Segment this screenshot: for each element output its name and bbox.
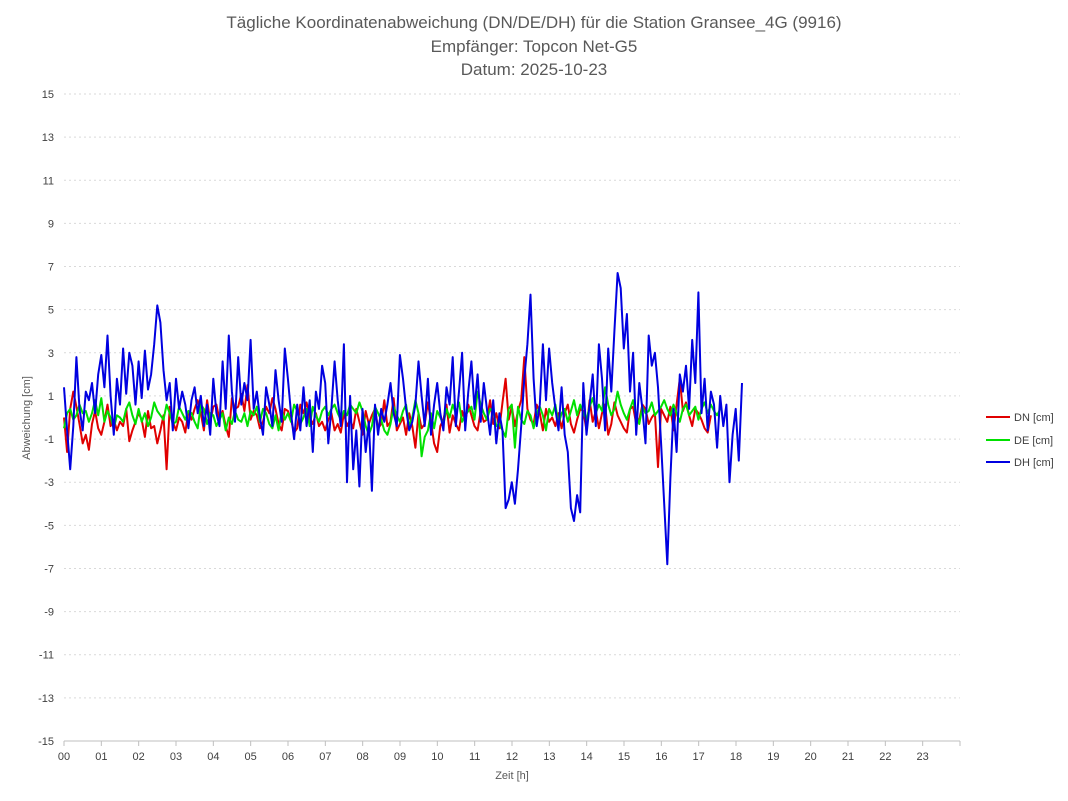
chart-title-line-2: Empfänger: Topcon Net-G5 [431, 37, 638, 56]
y-tick-label: 1 [48, 391, 54, 403]
x-tick-label: 19 [767, 751, 779, 763]
y-tick-label: 13 [42, 132, 54, 144]
x-tick-label: 11 [469, 751, 480, 763]
x-tick-label: 17 [693, 751, 705, 763]
x-tick-label: 21 [842, 751, 854, 763]
y-tick-label: 9 [48, 218, 54, 230]
x-tick-label: 06 [282, 751, 294, 763]
x-tick-label: 23 [917, 751, 929, 763]
y-axis-label: Abweichung [cm] [21, 376, 33, 460]
y-tick-label: -13 [38, 693, 54, 705]
x-tick-label: 16 [655, 751, 667, 763]
x-tick-label: 09 [394, 751, 406, 763]
x-tick-label: 18 [730, 751, 742, 763]
x-tick-label: 14 [581, 751, 593, 763]
x-tick-label: 22 [879, 751, 891, 763]
series-lines [63, 272, 743, 566]
legend: DN [cm] DE [cm] DH [cm] [986, 412, 1054, 469]
x-tick-label: 20 [805, 751, 817, 763]
y-tick-label: -3 [44, 477, 54, 489]
y-tick-label: 15 [42, 89, 54, 101]
x-tick-label: 08 [357, 751, 369, 763]
y-tick-label: -15 [38, 736, 54, 748]
x-tick-label: 10 [431, 751, 443, 763]
x-axis-ticks: 00 01 02 03 04 05 06 07 08 09 10 11 12 13 14 15 16 17 18 19… [58, 741, 961, 763]
y-tick-label: -9 [44, 607, 54, 619]
y-tick-label: -7 [44, 563, 54, 575]
x-axis-label: Zeit [h] [495, 770, 529, 782]
y-tick-label: -11 [39, 650, 54, 662]
x-tick-label: 07 [319, 751, 331, 763]
y-axis-ticks: 15 13 11 9 7 5 3 1 -1 -3 -5 -7 -9 -11 -13 -15 [38, 89, 54, 748]
x-tick-label: 15 [618, 751, 630, 763]
chart-title-line-3: Datum: 2025-10-23 [461, 60, 607, 79]
y-tick-label: 11 [43, 175, 54, 187]
y-tick-label: 3 [48, 348, 54, 360]
x-tick-label: 04 [207, 751, 219, 763]
series-line-dh [63, 272, 743, 566]
legend-label-dn: DN [cm] [1014, 412, 1054, 424]
grid [64, 93, 960, 699]
x-tick-label: 13 [543, 751, 555, 763]
x-tick-label: 01 [95, 751, 107, 763]
x-tick-label: 02 [133, 751, 145, 763]
y-tick-label: 7 [48, 262, 54, 274]
x-tick-label: 03 [170, 751, 182, 763]
x-tick-label: 00 [58, 751, 70, 763]
y-tick-label: 5 [48, 305, 54, 317]
x-tick-label: 12 [506, 751, 518, 763]
legend-label-de: DE [cm] [1014, 435, 1053, 447]
legend-label-dh: DH [cm] [1014, 457, 1054, 469]
x-tick-label: 05 [245, 751, 257, 763]
y-tick-label: -5 [44, 520, 54, 532]
y-tick-label: -1 [44, 434, 54, 446]
chart-title-line-1: Tägliche Koordinatenabweichung (DN/DE/DH… [226, 13, 841, 32]
